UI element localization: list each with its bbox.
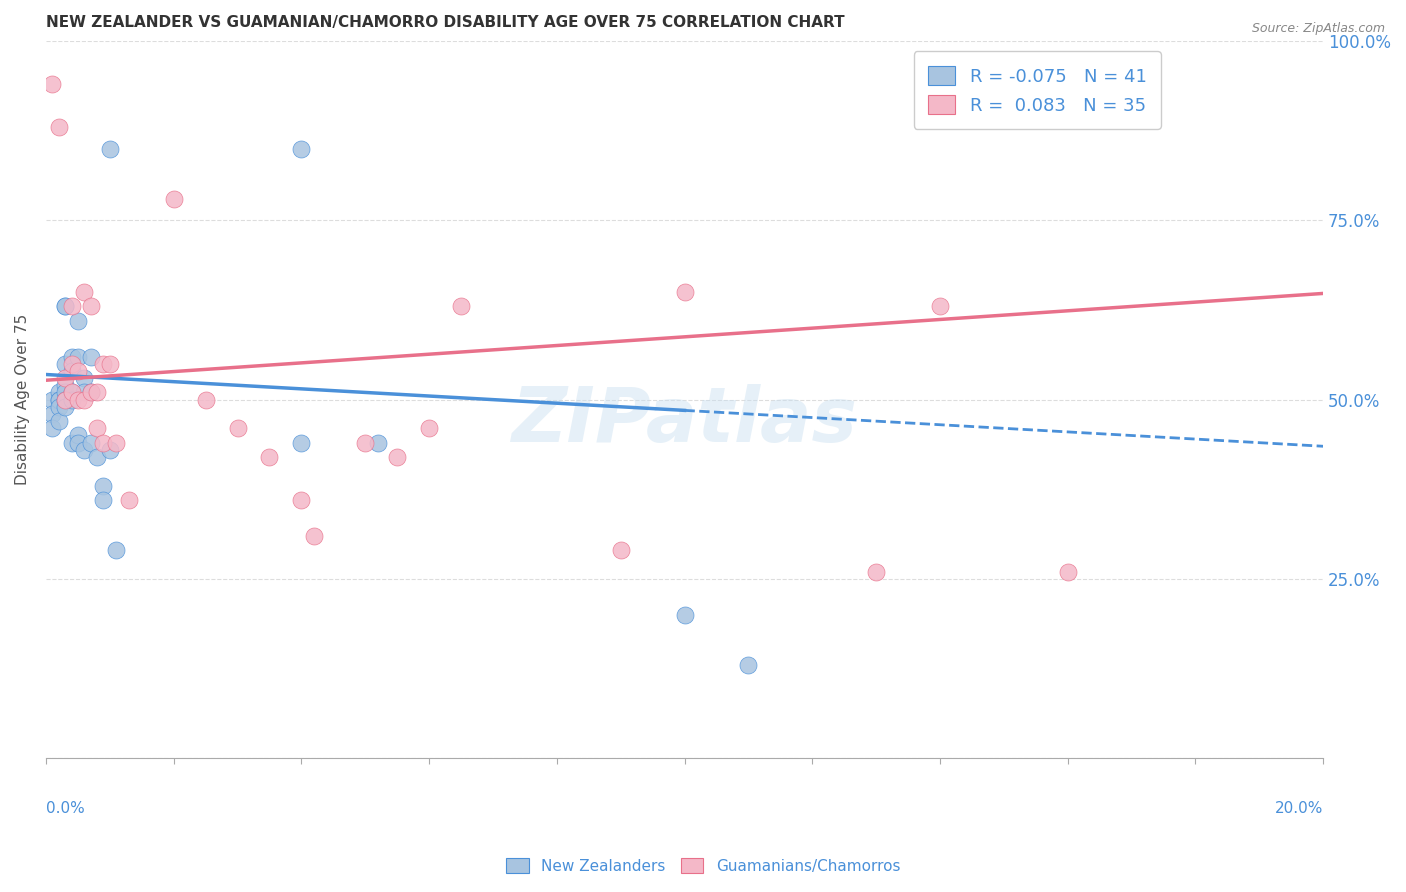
Point	[673, 285, 696, 299]
Point	[118, 493, 141, 508]
Point	[53, 299, 76, 313]
Point	[73, 371, 96, 385]
Point	[48, 392, 70, 407]
Point	[48, 385, 70, 400]
Point	[79, 385, 101, 400]
Point	[93, 357, 115, 371]
Point	[60, 385, 83, 400]
Point	[60, 385, 83, 400]
Point	[79, 435, 101, 450]
Point	[93, 435, 115, 450]
Point	[450, 299, 472, 313]
Point	[98, 357, 121, 371]
Point	[929, 299, 952, 313]
Y-axis label: Disability Age Over 75: Disability Age Over 75	[15, 314, 30, 485]
Point	[418, 421, 440, 435]
Point	[41, 407, 63, 421]
Point	[385, 450, 408, 464]
Point	[367, 435, 389, 450]
Point	[41, 77, 63, 91]
Legend: R = -0.075   N = 41, R =  0.083   N = 35: R = -0.075 N = 41, R = 0.083 N = 35	[914, 52, 1161, 129]
Point	[60, 364, 83, 378]
Point	[66, 364, 89, 378]
Point	[60, 299, 83, 313]
Text: 0.0%: 0.0%	[46, 801, 84, 816]
Point	[73, 285, 96, 299]
Point	[259, 450, 281, 464]
Point	[66, 428, 89, 442]
Text: 20.0%: 20.0%	[1275, 801, 1323, 816]
Point	[66, 435, 89, 450]
Point	[73, 392, 96, 407]
Point	[73, 385, 96, 400]
Point	[105, 435, 128, 450]
Point	[290, 141, 312, 155]
Point	[105, 543, 128, 558]
Point	[354, 435, 377, 450]
Point	[48, 400, 70, 414]
Point	[48, 392, 70, 407]
Point	[86, 385, 108, 400]
Point	[79, 350, 101, 364]
Point	[194, 392, 217, 407]
Point	[163, 192, 186, 206]
Point	[98, 442, 121, 457]
Point	[79, 385, 101, 400]
Point	[673, 607, 696, 622]
Point	[66, 392, 89, 407]
Point	[609, 543, 631, 558]
Point	[79, 299, 101, 313]
Point	[66, 314, 89, 328]
Text: NEW ZEALANDER VS GUAMANIAN/CHAMORRO DISABILITY AGE OVER 75 CORRELATION CHART: NEW ZEALANDER VS GUAMANIAN/CHAMORRO DISA…	[46, 15, 845, 30]
Point	[53, 299, 76, 313]
Point	[41, 392, 63, 407]
Point	[41, 421, 63, 435]
Point	[53, 385, 76, 400]
Point	[60, 435, 83, 450]
Point	[53, 378, 76, 392]
Point	[302, 529, 325, 543]
Point	[53, 371, 76, 385]
Point	[86, 421, 108, 435]
Point	[53, 392, 76, 407]
Point	[60, 357, 83, 371]
Point	[48, 414, 70, 428]
Point	[290, 493, 312, 508]
Legend: New Zealanders, Guamanians/Chamorros: New Zealanders, Guamanians/Chamorros	[499, 852, 907, 880]
Point	[98, 141, 121, 155]
Point	[53, 392, 76, 407]
Point	[93, 479, 115, 493]
Point	[60, 350, 83, 364]
Point	[226, 421, 249, 435]
Point	[86, 450, 108, 464]
Point	[1056, 565, 1078, 579]
Point	[66, 350, 89, 364]
Point	[53, 400, 76, 414]
Point	[53, 357, 76, 371]
Point	[60, 392, 83, 407]
Text: Source: ZipAtlas.com: Source: ZipAtlas.com	[1251, 22, 1385, 36]
Point	[93, 493, 115, 508]
Point	[290, 435, 312, 450]
Point	[48, 120, 70, 134]
Point	[737, 658, 759, 673]
Text: ZIPatlas: ZIPatlas	[512, 384, 858, 458]
Point	[73, 442, 96, 457]
Point	[865, 565, 887, 579]
